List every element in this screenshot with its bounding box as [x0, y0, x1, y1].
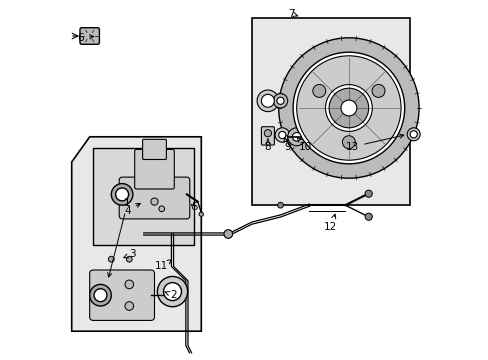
- Text: 7: 7: [287, 9, 297, 19]
- Text: 8: 8: [264, 139, 271, 152]
- Text: 5: 5: [190, 202, 197, 212]
- Text: 1: 1: [107, 198, 131, 277]
- Circle shape: [126, 256, 132, 262]
- Circle shape: [342, 136, 355, 149]
- Text: 6: 6: [77, 33, 94, 43]
- Circle shape: [277, 202, 283, 208]
- Text: 4: 4: [124, 203, 140, 216]
- FancyBboxPatch shape: [119, 177, 189, 219]
- Circle shape: [292, 132, 301, 141]
- FancyBboxPatch shape: [134, 149, 174, 189]
- Circle shape: [261, 94, 274, 107]
- Circle shape: [328, 88, 368, 128]
- Circle shape: [108, 256, 114, 262]
- Text: 2: 2: [164, 290, 176, 300]
- Circle shape: [224, 230, 232, 238]
- Circle shape: [278, 38, 418, 178]
- Circle shape: [125, 302, 133, 310]
- Circle shape: [163, 283, 181, 301]
- Circle shape: [278, 131, 285, 139]
- Circle shape: [292, 52, 404, 164]
- Text: 11: 11: [155, 260, 171, 271]
- Circle shape: [159, 206, 164, 212]
- Text: 9: 9: [284, 138, 290, 152]
- FancyBboxPatch shape: [261, 127, 274, 145]
- Circle shape: [365, 190, 371, 197]
- Circle shape: [115, 188, 128, 201]
- Circle shape: [264, 130, 271, 137]
- Circle shape: [151, 198, 158, 205]
- Circle shape: [312, 85, 325, 98]
- Circle shape: [257, 90, 278, 112]
- Text: 12: 12: [324, 214, 337, 232]
- Circle shape: [325, 85, 371, 131]
- Circle shape: [111, 184, 133, 205]
- Text: 3: 3: [123, 249, 136, 259]
- Circle shape: [296, 56, 400, 160]
- Circle shape: [273, 94, 287, 108]
- Circle shape: [199, 212, 203, 216]
- FancyBboxPatch shape: [93, 148, 194, 245]
- Circle shape: [287, 128, 305, 146]
- Circle shape: [340, 100, 356, 116]
- Circle shape: [157, 276, 187, 307]
- Circle shape: [275, 128, 289, 142]
- Circle shape: [125, 280, 133, 289]
- Text: 10: 10: [296, 137, 311, 152]
- Circle shape: [407, 128, 419, 141]
- FancyBboxPatch shape: [251, 18, 409, 205]
- Circle shape: [371, 85, 384, 98]
- Circle shape: [276, 97, 284, 104]
- Circle shape: [94, 289, 107, 302]
- FancyBboxPatch shape: [142, 139, 166, 159]
- Text: 13: 13: [345, 134, 403, 152]
- FancyBboxPatch shape: [80, 28, 99, 44]
- Circle shape: [409, 131, 416, 138]
- FancyBboxPatch shape: [89, 270, 154, 320]
- Circle shape: [89, 284, 111, 306]
- Polygon shape: [72, 137, 201, 331]
- Circle shape: [365, 213, 371, 220]
